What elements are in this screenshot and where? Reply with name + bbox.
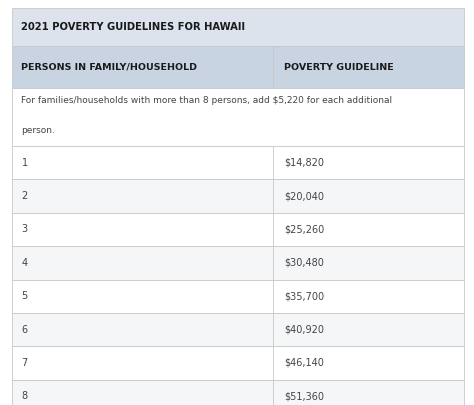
Bar: [12, 379, 464, 405]
Bar: [12, 88, 464, 146]
Text: 3: 3: [21, 224, 27, 234]
Text: For families/households with more than 8 persons, add $5,220 for each additional: For families/households with more than 8…: [21, 96, 392, 105]
Bar: [12, 246, 464, 279]
Text: person.: person.: [21, 126, 55, 136]
Text: $51,360: $51,360: [284, 391, 324, 401]
Text: $20,040: $20,040: [284, 191, 324, 201]
Text: 4: 4: [21, 258, 27, 268]
Text: PERSONS IN FAMILY/HOUSEHOLD: PERSONS IN FAMILY/HOUSEHOLD: [21, 62, 198, 72]
Bar: [12, 179, 464, 213]
Text: 1: 1: [21, 158, 27, 168]
Bar: [12, 313, 464, 346]
Text: POVERTY GUIDELINE: POVERTY GUIDELINE: [284, 62, 394, 72]
Bar: [12, 213, 464, 246]
Text: 2: 2: [21, 191, 28, 201]
Text: $46,140: $46,140: [284, 358, 324, 368]
Bar: [12, 8, 464, 46]
Text: $40,920: $40,920: [284, 324, 324, 335]
Text: 5: 5: [21, 291, 28, 301]
Bar: [12, 346, 464, 379]
Text: 7: 7: [21, 358, 28, 368]
Bar: [12, 279, 464, 313]
Text: $14,820: $14,820: [284, 158, 324, 168]
Text: $25,260: $25,260: [284, 224, 325, 234]
Text: $30,480: $30,480: [284, 258, 324, 268]
Text: 2021 POVERTY GUIDELINES FOR HAWAII: 2021 POVERTY GUIDELINES FOR HAWAII: [21, 22, 246, 32]
Text: 6: 6: [21, 324, 27, 335]
Text: $35,700: $35,700: [284, 291, 325, 301]
Bar: [12, 146, 464, 179]
Bar: [12, 46, 464, 88]
Text: 8: 8: [21, 391, 27, 401]
